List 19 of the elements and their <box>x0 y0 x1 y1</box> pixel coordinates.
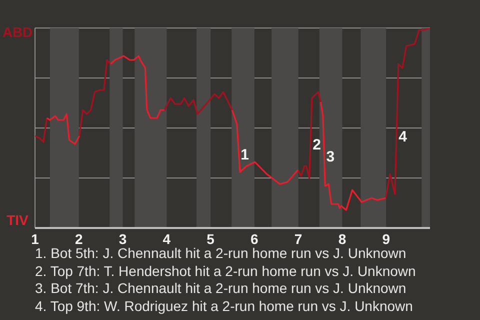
x-tick-label: 4 <box>162 230 171 247</box>
annotation: 4 <box>398 128 408 146</box>
x-tick-label: 3 <box>118 230 127 247</box>
x-tick-label: 9 <box>382 230 390 247</box>
x-tick-label: 2 <box>74 230 83 247</box>
x-tick-label: 6 <box>250 230 259 247</box>
annotation: 1 <box>240 146 249 164</box>
text: TIV <box>6 212 30 228</box>
text: 2. Top 7th: T. Hendershot hit a 2-run home run vs J. Unknown <box>35 262 416 280</box>
annotation: 2 <box>312 136 321 154</box>
text: ABD <box>1 24 34 40</box>
text: 3. Bot 7th: J. Chennault hit a 2-run home run vs J. Unknown <box>35 280 408 298</box>
x-tick-label: 7 <box>294 230 302 247</box>
text: 1. Bot 5th: J. Chennault hit a 2-run home run vs J. Unknown <box>35 245 408 262</box>
text: 4. Top 9th: W. Rodriguez hit a 2-run home run vs J. Unknown <box>35 298 414 315</box>
annotation: 3 <box>326 148 335 166</box>
x-tick-label: 8 <box>338 230 346 247</box>
x-tick-label: 1 <box>31 230 40 247</box>
x-tick-label: 5 <box>206 230 215 247</box>
